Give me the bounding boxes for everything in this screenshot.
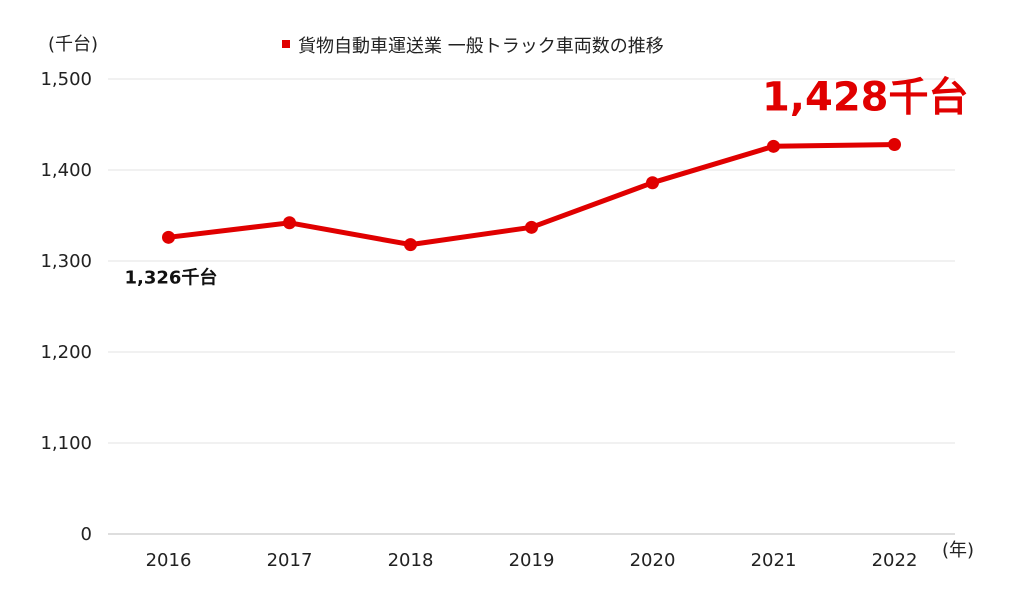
x-tick-label: 2018	[388, 550, 434, 571]
x-tick-label: 2016	[146, 550, 192, 571]
gridlines	[108, 78, 955, 535]
x-tick-label: 2021	[751, 550, 797, 571]
start-value-callout: 1,326千台	[125, 266, 218, 288]
legend-label: 貨物自動車運送業 一般トラック車両数の推移	[298, 36, 664, 57]
data-point	[767, 139, 780, 153]
y-axis-ticks: 0 1,100 1,200 1,300 1,400 1,500	[40, 69, 92, 545]
y-tick-label: 1,500	[40, 69, 92, 90]
annotations: 1,326千台 1,428千台	[125, 75, 969, 289]
legend: 貨物自動車運送業 一般トラック車両数の推移	[282, 36, 664, 57]
y-tick-label: 0	[81, 524, 92, 545]
x-tick-label: 2019	[509, 550, 555, 571]
y-tick-label: 1,400	[40, 160, 92, 181]
y-tick-label: 1,300	[40, 251, 92, 272]
x-axis-ticks: 2016 2017 2018 2019 2020 2021 2022	[146, 550, 918, 571]
y-tick-label: 1,100	[40, 433, 92, 454]
data-point	[162, 230, 175, 244]
y-unit-label: (千台)	[48, 34, 98, 55]
data-point	[888, 138, 901, 152]
x-tick-label: 2020	[630, 550, 676, 571]
legend-swatch	[282, 40, 290, 48]
x-tick-label: 2017	[267, 550, 313, 571]
x-tick-label: 2022	[872, 550, 918, 571]
data-point	[283, 216, 296, 230]
data-point	[525, 220, 538, 234]
end-value-callout: 1,428千台	[762, 75, 969, 121]
y-tick-label: 1,200	[40, 342, 92, 363]
series-group	[162, 138, 901, 252]
data-point	[646, 176, 659, 190]
data-point	[404, 238, 417, 252]
x-unit-label: (年)	[942, 540, 974, 561]
